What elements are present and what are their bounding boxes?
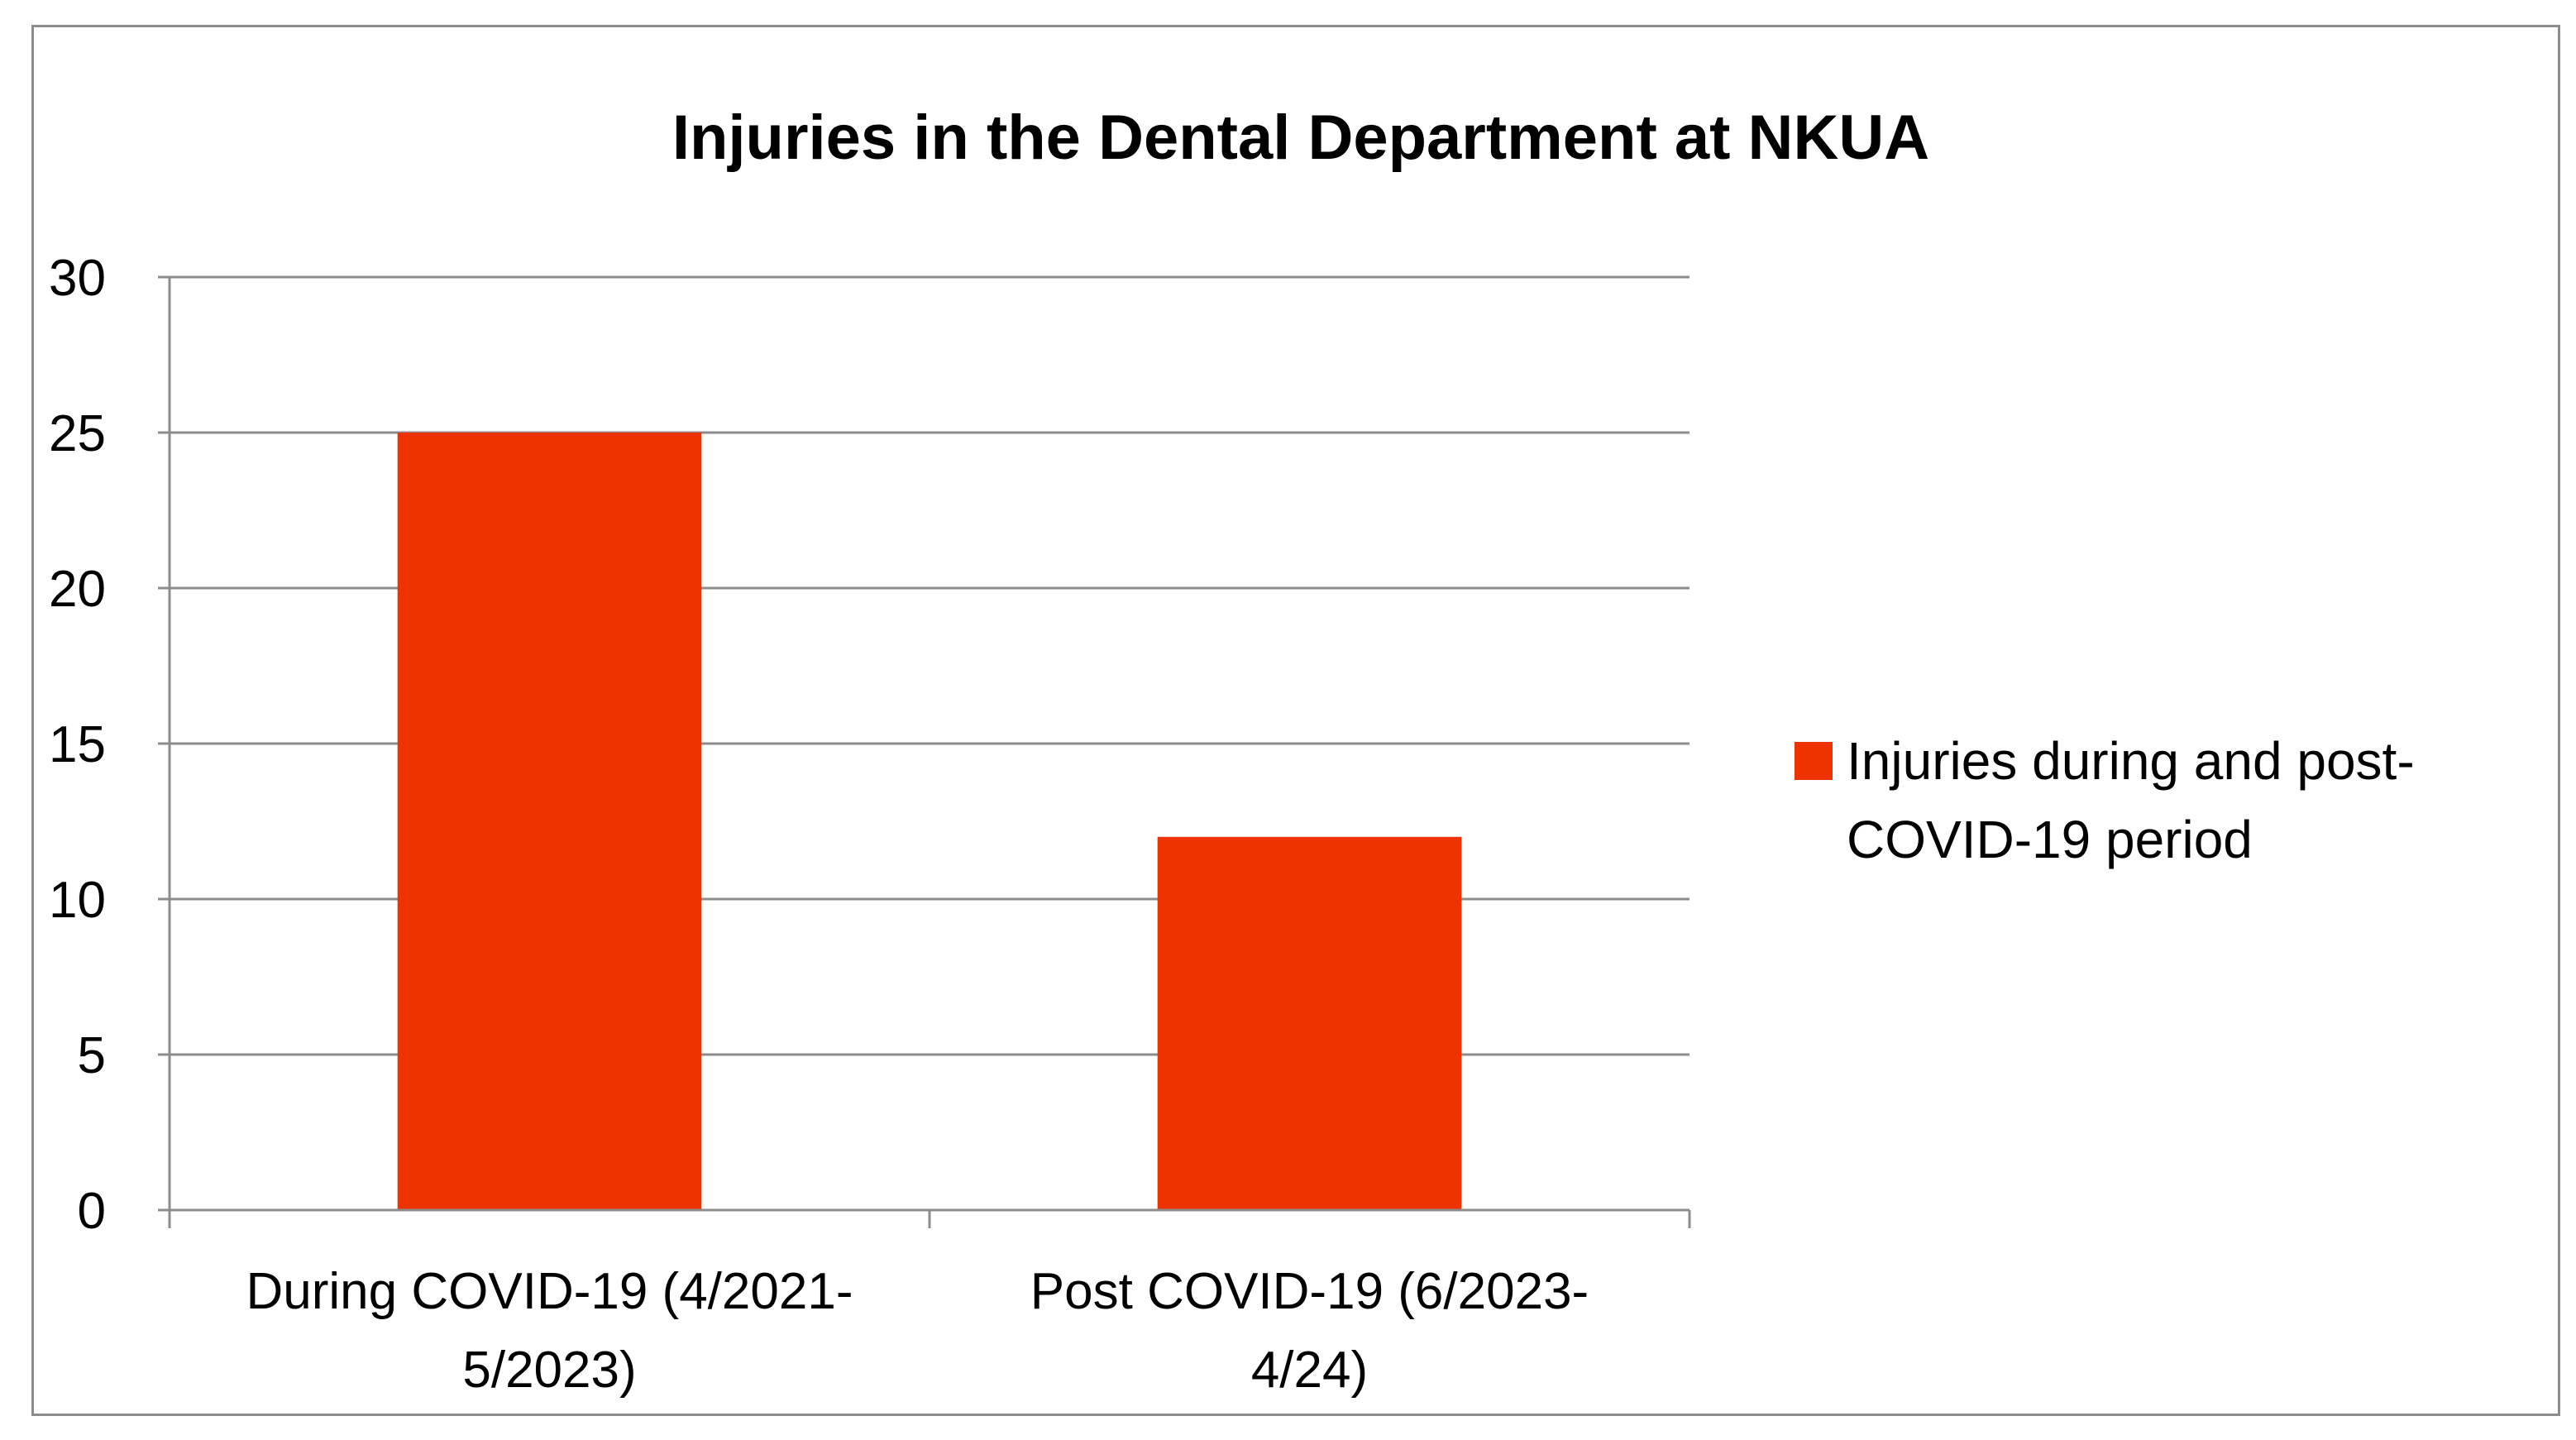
y-tick-label: 0 (78, 1183, 106, 1240)
axes (158, 275, 1691, 1228)
y-tick-label: 5 (78, 1027, 106, 1084)
y-tick-label: 25 (49, 405, 106, 462)
bar (1157, 836, 1462, 1210)
legend-label: COVID-19 period (1847, 810, 2253, 869)
x-category-label: During COVID-19 (4/2021- (246, 1263, 853, 1320)
x-category-label: 4/24) (1251, 1342, 1368, 1399)
chart-title: Injuries in the Dental Department at NKU… (672, 103, 1929, 173)
bars (397, 433, 1462, 1210)
x-category-label: Post COVID-19 (6/2023- (1030, 1263, 1589, 1320)
y-tick-label: 10 (49, 872, 106, 929)
bar (397, 433, 702, 1210)
legend: Injuries during and post- COVID-19 period (1795, 731, 2415, 869)
y-tick-label: 30 (49, 250, 106, 307)
y-tick-labels: 0 5 10 15 20 25 30 (49, 250, 106, 1240)
y-tick-label: 15 (49, 716, 106, 773)
x-category-label: 5/2023) (462, 1342, 636, 1399)
legend-label: Injuries during and post- (1847, 731, 2415, 791)
y-tick-label: 20 (49, 561, 106, 618)
legend-swatch (1795, 742, 1833, 780)
x-category-labels: During COVID-19 (4/2021- 5/2023) Post COVI… (246, 1263, 1589, 1399)
